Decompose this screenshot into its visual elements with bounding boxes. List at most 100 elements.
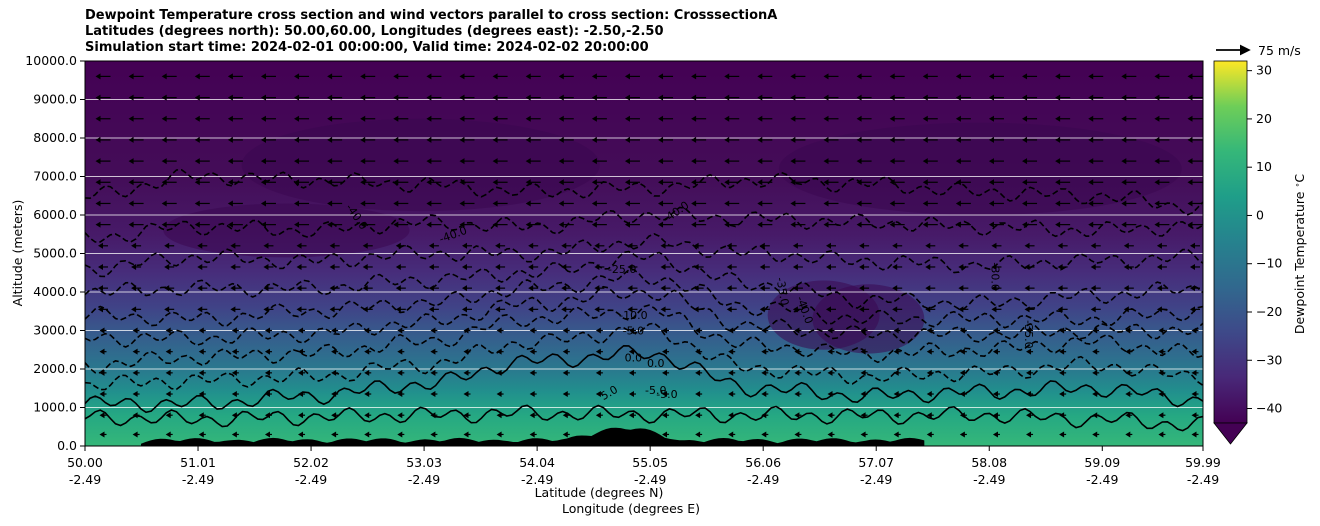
wind-vector xyxy=(1121,115,1137,122)
wind-vector-head xyxy=(495,306,501,313)
wind-vector xyxy=(329,285,340,292)
wind-vector xyxy=(658,94,674,101)
wind-vector-head xyxy=(757,94,763,101)
wind-vector xyxy=(827,348,835,355)
wind-vector-head xyxy=(959,369,965,376)
wind-vector-head xyxy=(529,348,535,355)
wind-vector-head xyxy=(1190,285,1195,292)
wind-vector xyxy=(294,221,310,228)
wind-vector-head xyxy=(1088,115,1094,122)
wind-vector xyxy=(329,306,340,313)
wind-vector xyxy=(662,327,670,334)
wind-vector-head xyxy=(761,391,767,398)
wind-vector xyxy=(463,391,471,398)
wind-vector xyxy=(496,431,504,438)
wind-vector xyxy=(161,73,177,80)
wind-vector xyxy=(955,179,971,186)
wind-vector xyxy=(792,263,803,270)
wind-vector xyxy=(1191,327,1199,334)
wind-vector-head xyxy=(991,242,997,249)
wind-vector-head xyxy=(99,391,105,398)
contour-label: 0.0 xyxy=(625,351,643,364)
contour-line xyxy=(85,344,1203,414)
wind-vector xyxy=(628,391,636,398)
wind-vector-head xyxy=(131,306,137,313)
wind-vector xyxy=(991,285,1002,292)
wind-vector-head xyxy=(230,242,236,249)
wind-vector-head xyxy=(397,369,403,376)
wind-vector-head xyxy=(1055,158,1061,165)
wind-vector-head xyxy=(525,158,531,165)
wind-vector xyxy=(1190,263,1200,270)
wind-vector-head xyxy=(161,158,167,165)
wind-vector-head xyxy=(624,136,630,143)
wind-vector xyxy=(624,200,640,207)
wind-vector xyxy=(495,242,506,249)
wind-vector xyxy=(893,431,901,438)
wind-vector xyxy=(260,221,276,228)
wind-vector-head xyxy=(591,200,597,207)
wind-vector xyxy=(296,306,307,313)
wind-vector xyxy=(463,369,471,376)
wind-vector-head xyxy=(860,369,866,376)
wind-vector xyxy=(561,242,572,249)
wind-vector-head xyxy=(165,431,171,438)
wind-vector-head xyxy=(1026,391,1032,398)
wind-vector xyxy=(496,391,504,398)
wind-vector-head xyxy=(428,263,434,270)
wind-vector xyxy=(197,306,208,313)
wind-vector-head xyxy=(1055,94,1061,101)
wind-vector-head xyxy=(327,73,333,80)
wind-vector-head xyxy=(726,242,732,249)
wind-vector-head xyxy=(726,306,732,313)
wind-vector-head xyxy=(558,115,564,122)
wind-vector xyxy=(227,73,243,80)
wind-vector xyxy=(893,348,901,355)
wind-vector-head xyxy=(198,412,204,419)
wind-vector-head xyxy=(327,158,333,165)
wind-vector-head xyxy=(227,94,233,101)
wind-vector-head xyxy=(728,327,734,334)
wind-vector-head xyxy=(495,242,501,249)
wind-vector xyxy=(922,115,938,122)
x-tick-label-lat: 50.00 xyxy=(67,455,103,470)
wind-vector-head xyxy=(329,306,335,313)
wind-vector-head xyxy=(889,158,895,165)
wind-vector xyxy=(161,200,177,207)
wind-vector-head xyxy=(926,431,932,438)
wind-vector-head xyxy=(132,431,138,438)
wind-vector xyxy=(264,412,272,419)
wind-vector-head xyxy=(194,179,200,186)
wind-vector-head xyxy=(165,327,171,334)
wind-vector-head xyxy=(992,431,998,438)
wind-vector xyxy=(360,94,376,101)
wind-vector-head xyxy=(1055,221,1061,228)
wind-vector-head xyxy=(1090,263,1096,270)
wind-vector xyxy=(1022,94,1038,101)
wind-vector-head xyxy=(492,94,498,101)
wind-vector xyxy=(757,221,773,228)
wind-vector xyxy=(922,136,938,143)
wind-vector xyxy=(558,115,574,122)
wind-vector xyxy=(889,94,905,101)
wind-vector xyxy=(459,73,475,80)
wind-vector xyxy=(724,200,740,207)
wind-vector-head xyxy=(128,115,134,122)
wind-vector xyxy=(393,221,409,228)
wind-vector xyxy=(463,348,471,355)
wind-vector-head xyxy=(1090,242,1096,249)
wind-vector-head xyxy=(827,412,833,419)
wind-vector-head xyxy=(658,221,664,228)
wind-vector xyxy=(360,179,376,186)
wind-vector xyxy=(462,285,472,292)
wind-vector xyxy=(691,158,707,165)
wind-vector-head xyxy=(128,73,134,80)
wind-vector xyxy=(856,179,872,186)
wind-vector-head xyxy=(1190,242,1195,249)
wind-vector-head xyxy=(1057,263,1063,270)
wind-vector-head xyxy=(426,73,432,80)
wind-vector-head xyxy=(922,73,928,80)
wind-vector xyxy=(856,136,872,143)
wind-vector-head xyxy=(1092,369,1098,376)
